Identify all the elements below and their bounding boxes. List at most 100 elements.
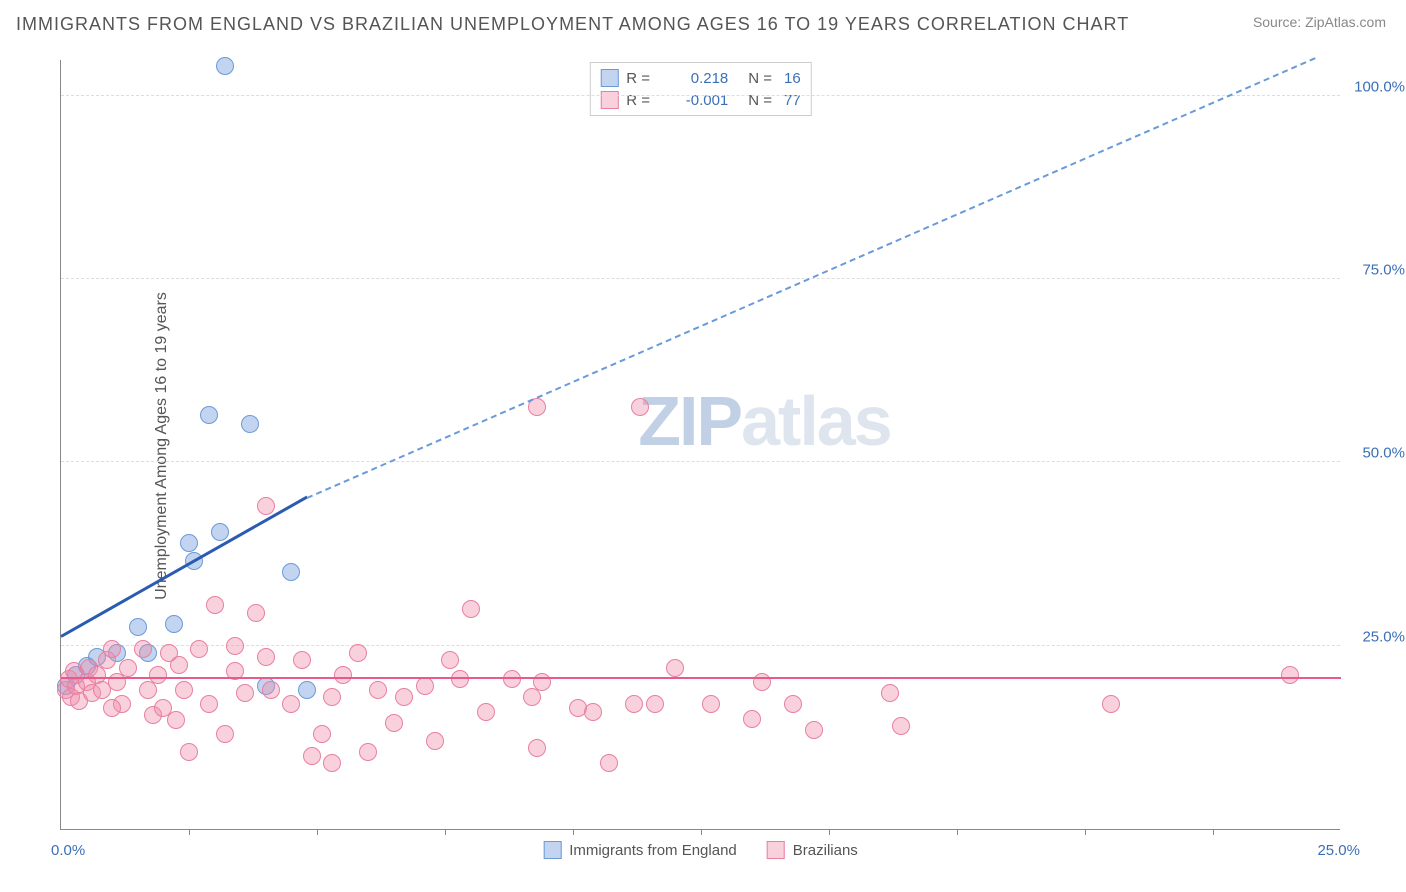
data-point-brazilians [247, 604, 265, 622]
correlation-legend: R =0.218N =16R =-0.001N =77 [589, 62, 811, 116]
data-point-brazilians [180, 743, 198, 761]
gridline-horizontal [61, 461, 1340, 462]
data-point-england [165, 615, 183, 633]
data-point-brazilians [216, 725, 234, 743]
data-point-brazilians [103, 699, 121, 717]
chart-title: IMMIGRANTS FROM ENGLAND VS BRAZILIAN UNE… [16, 14, 1129, 35]
data-point-brazilians [282, 695, 300, 713]
data-point-brazilians [625, 695, 643, 713]
data-point-brazilians [200, 695, 218, 713]
source-label: Source: [1253, 14, 1305, 30]
x-tick-min: 0.0% [51, 842, 85, 859]
data-point-brazilians [369, 681, 387, 699]
data-point-brazilians [262, 681, 280, 699]
data-point-brazilians [226, 637, 244, 655]
data-point-england [241, 415, 259, 433]
x-tick-mark [189, 829, 190, 835]
data-point-brazilians [236, 684, 254, 702]
data-point-brazilians [303, 747, 321, 765]
y-tick-label: 75.0% [1362, 262, 1405, 279]
data-point-brazilians [892, 717, 910, 735]
x-tick-mark [957, 829, 958, 835]
legend-n-label: N = [748, 70, 772, 87]
data-point-brazilians [257, 648, 275, 666]
data-point-brazilians [784, 695, 802, 713]
data-point-brazilians [385, 714, 403, 732]
source-attribution: Source: ZipAtlas.com [1253, 14, 1386, 30]
data-point-brazilians [313, 725, 331, 743]
series-legend-item-england: Immigrants from England [543, 841, 737, 859]
data-point-brazilians [805, 721, 823, 739]
data-point-brazilians [359, 743, 377, 761]
series-legend: Immigrants from England Brazilians [543, 841, 858, 859]
data-point-brazilians [323, 688, 341, 706]
data-point-england [180, 534, 198, 552]
data-point-england [216, 57, 234, 75]
trend-line [60, 496, 307, 638]
gridline-horizontal [61, 645, 1340, 646]
x-tick-mark [701, 829, 702, 835]
trend-line [61, 677, 1341, 679]
gridline-horizontal [61, 278, 1340, 279]
data-point-brazilians [584, 703, 602, 721]
y-tick-label: 50.0% [1362, 445, 1405, 462]
data-point-brazilians [134, 640, 152, 658]
data-point-brazilians [349, 644, 367, 662]
legend-r-label: R = [626, 70, 660, 87]
data-point-brazilians [477, 703, 495, 721]
legend-swatch-icon [543, 841, 561, 859]
data-point-brazilians [441, 651, 459, 669]
watermark: ZIPatlas [638, 381, 890, 461]
data-point-brazilians [257, 497, 275, 515]
watermark-zip: ZIP [638, 382, 741, 460]
data-point-brazilians [167, 711, 185, 729]
data-point-brazilians [323, 754, 341, 772]
legend-r-value: 0.218 [668, 70, 728, 87]
data-point-brazilians [600, 754, 618, 772]
data-point-brazilians [175, 681, 193, 699]
y-tick-label: 100.0% [1354, 78, 1405, 95]
legend-swatch-icon [600, 69, 618, 87]
data-point-england [200, 406, 218, 424]
data-point-brazilians [462, 600, 480, 618]
scatter-plot-area: ZIPatlas R =0.218N =16R =-0.001N =77 0.0… [60, 60, 1340, 830]
data-point-brazilians [702, 695, 720, 713]
data-point-brazilians [743, 710, 761, 728]
legend-swatch-icon [767, 841, 785, 859]
data-point-england [129, 618, 147, 636]
data-point-brazilians [119, 659, 137, 677]
data-point-england [282, 563, 300, 581]
data-point-brazilians [395, 688, 413, 706]
series-legend-label: Brazilians [793, 842, 858, 859]
data-point-brazilians [103, 640, 121, 658]
data-point-brazilians [666, 659, 684, 677]
source-value: ZipAtlas.com [1305, 14, 1386, 30]
data-point-brazilians [334, 666, 352, 684]
y-tick-label: 25.0% [1362, 628, 1405, 645]
data-point-brazilians [646, 695, 664, 713]
data-point-brazilians [206, 596, 224, 614]
data-point-brazilians [1102, 695, 1120, 713]
series-legend-label: Immigrants from England [569, 842, 737, 859]
legend-row-brazilians: R =-0.001N =77 [600, 89, 800, 111]
x-tick-mark [829, 829, 830, 835]
data-point-brazilians [426, 732, 444, 750]
data-point-brazilians [631, 398, 649, 416]
data-point-brazilians [1281, 666, 1299, 684]
data-point-brazilians [528, 739, 546, 757]
legend-row-england: R =0.218N =16 [600, 67, 800, 89]
data-point-brazilians [451, 670, 469, 688]
data-point-brazilians [190, 640, 208, 658]
x-tick-mark [1085, 829, 1086, 835]
watermark-atlas: atlas [741, 382, 891, 460]
data-point-brazilians [416, 677, 434, 695]
x-tick-max: 25.0% [1317, 842, 1360, 859]
x-tick-mark [573, 829, 574, 835]
data-point-brazilians [293, 651, 311, 669]
gridline-horizontal [61, 95, 1340, 96]
x-tick-mark [445, 829, 446, 835]
data-point-brazilians [503, 670, 521, 688]
data-point-brazilians [149, 666, 167, 684]
data-point-brazilians [881, 684, 899, 702]
data-point-brazilians [170, 656, 188, 674]
